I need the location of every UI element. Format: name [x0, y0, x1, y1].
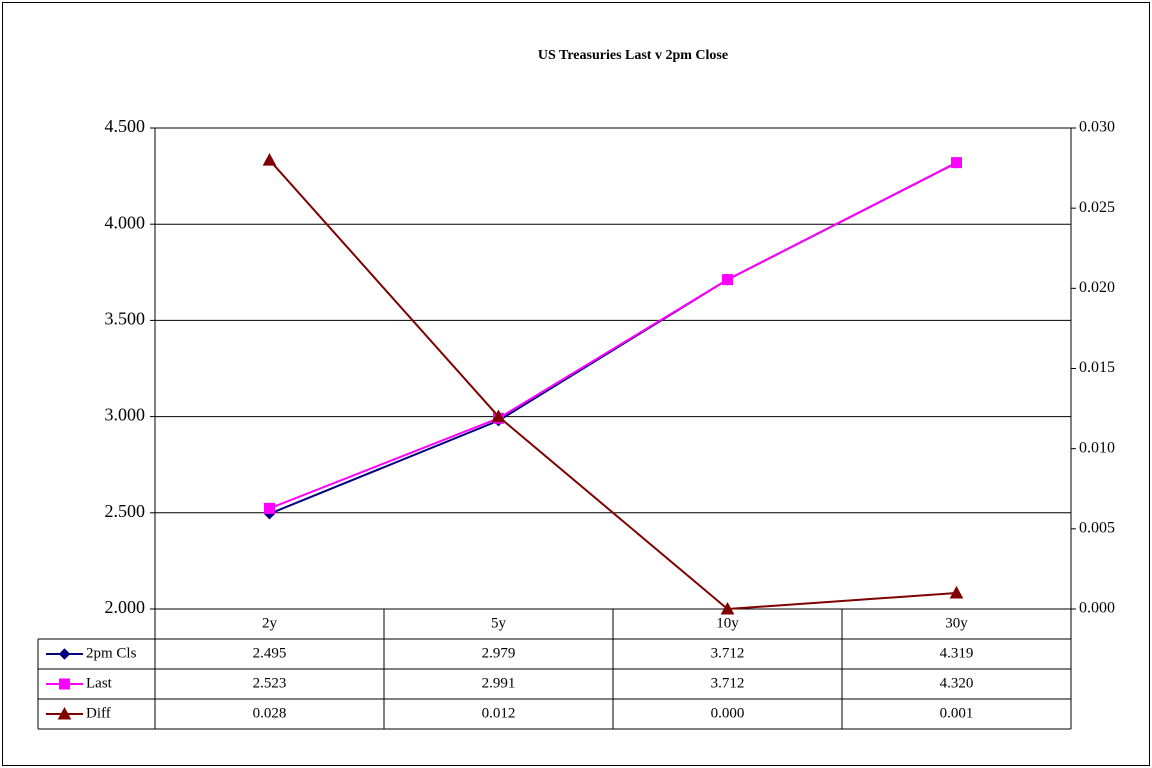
data-table-value: 2.991: [482, 675, 516, 691]
legend-label: Diff: [86, 705, 111, 721]
right-axis-tick-label: 0.030: [1079, 119, 1115, 136]
data-table-value: 0.000: [711, 705, 745, 721]
data-table-value: 0.001: [940, 705, 974, 721]
data-point-diff: [949, 585, 964, 599]
right-axis-tick-label: 0.005: [1079, 520, 1115, 537]
left-axis-tick-label: 4.000: [105, 212, 146, 232]
data-table-value: 0.028: [253, 705, 287, 721]
line-chart: US Treasuries Last v 2pm Close 2.000 2.500…: [37, 48, 1115, 730]
data-point-last: [951, 157, 962, 169]
x-axis-category-label: 5y: [491, 615, 507, 631]
data-point-last: [264, 502, 275, 514]
x-axis-category-label: 30y: [945, 615, 968, 631]
data-table-value: 4.319: [940, 645, 974, 661]
series-line-diff: [268, 159, 957, 611]
data-table-value: 2.523: [253, 675, 287, 691]
data-point-diff: [491, 409, 506, 423]
left-axis-tick-label: 2.000: [105, 597, 146, 617]
left-axis-tick-label: 3.000: [105, 405, 146, 425]
data-table-value: 3.712: [711, 675, 745, 691]
data-table-value: 3.712: [711, 645, 745, 661]
data-table-value: 2.979: [482, 645, 516, 661]
legend-marker-2pm-cls: [58, 648, 71, 660]
data-table-value: 2.495: [253, 645, 287, 661]
x-axis-category-label: 2y: [262, 615, 278, 631]
left-axis-tick-label: 4.500: [105, 116, 146, 136]
data-table-value: 4.320: [940, 675, 974, 691]
legend-marker-diff: [57, 706, 72, 720]
right-axis-tick-label: 0.000: [1079, 600, 1115, 617]
left-axis-tick-label: 2.500: [105, 501, 146, 521]
left-axis-tick-label: 3.500: [105, 309, 146, 329]
legend-marker-last: [59, 678, 70, 690]
legend-label: Last: [86, 675, 113, 691]
series-line-last: [269, 161, 957, 510]
data-table-value: 0.012: [482, 705, 516, 721]
x-axis-category-label: 10y: [716, 615, 739, 631]
right-axis-tick-label: 0.020: [1079, 279, 1115, 296]
right-axis-tick-label: 0.015: [1079, 359, 1115, 376]
right-axis-tick-label: 0.025: [1079, 199, 1115, 216]
chart-title: US Treasuries Last v 2pm Close: [538, 48, 728, 63]
data-point-diff: [262, 153, 277, 166]
plot-area: [154, 127, 1072, 610]
data-point-diff: [720, 601, 735, 615]
right-axis-tick-label: 0.010: [1079, 439, 1115, 456]
data-point-last: [722, 274, 733, 286]
legend-label: 2pm Cls: [86, 645, 137, 661]
